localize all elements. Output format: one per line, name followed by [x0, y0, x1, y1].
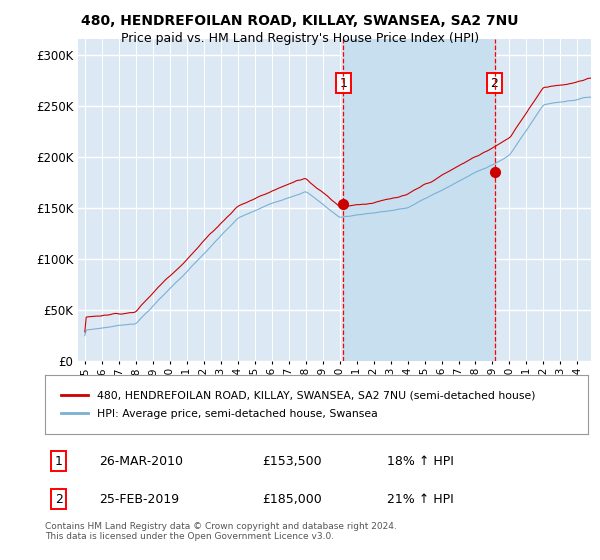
- Text: £185,000: £185,000: [262, 493, 322, 506]
- Text: 1: 1: [340, 77, 347, 90]
- Text: 21% ↑ HPI: 21% ↑ HPI: [387, 493, 454, 506]
- Legend: 480, HENDREFOILAN ROAD, KILLAY, SWANSEA, SA2 7NU (semi-detached house), HPI: Ave: 480, HENDREFOILAN ROAD, KILLAY, SWANSEA,…: [56, 385, 541, 424]
- Bar: [343, 39, 494, 361]
- Text: 2: 2: [55, 493, 62, 506]
- Text: 2: 2: [491, 77, 499, 90]
- Text: 18% ↑ HPI: 18% ↑ HPI: [387, 455, 454, 468]
- Text: 26-MAR-2010: 26-MAR-2010: [100, 455, 184, 468]
- Text: £153,500: £153,500: [262, 455, 322, 468]
- Text: 1: 1: [55, 455, 62, 468]
- Text: 25-FEB-2019: 25-FEB-2019: [100, 493, 179, 506]
- Text: Contains HM Land Registry data © Crown copyright and database right 2024.
This d: Contains HM Land Registry data © Crown c…: [45, 522, 397, 542]
- Text: 480, HENDREFOILAN ROAD, KILLAY, SWANSEA, SA2 7NU: 480, HENDREFOILAN ROAD, KILLAY, SWANSEA,…: [81, 14, 519, 28]
- Text: Price paid vs. HM Land Registry's House Price Index (HPI): Price paid vs. HM Land Registry's House …: [121, 32, 479, 45]
